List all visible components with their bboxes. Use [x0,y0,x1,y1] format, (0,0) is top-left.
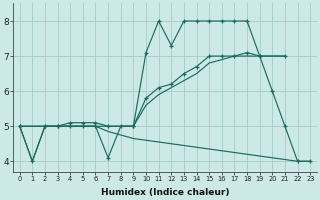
X-axis label: Humidex (Indice chaleur): Humidex (Indice chaleur) [101,188,229,197]
